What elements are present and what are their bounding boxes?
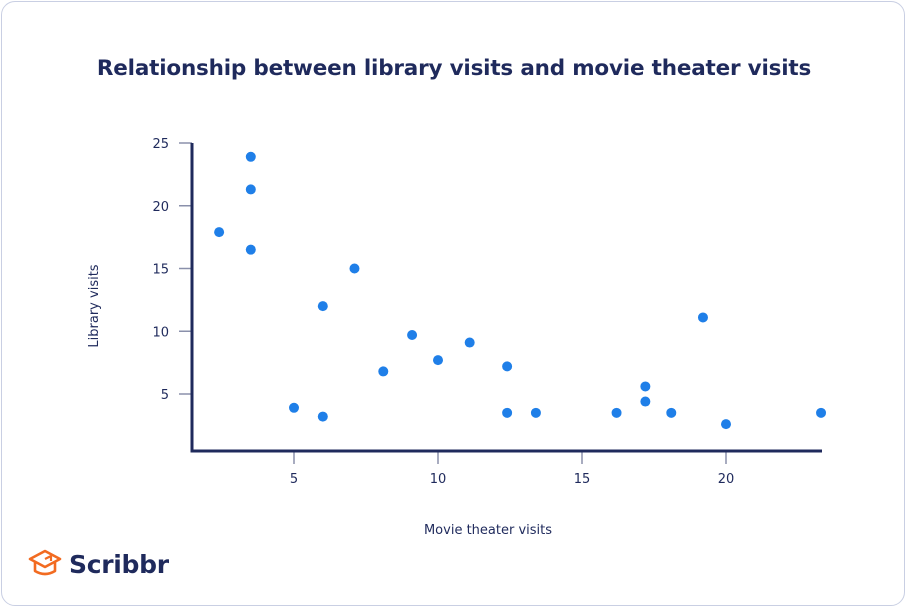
data-point [697,312,708,323]
axes-lines [190,143,822,453]
data-point [245,244,256,255]
data-point [245,184,256,195]
data-point [530,407,541,418]
y-tick-label: 10 [152,325,169,340]
data-point [502,361,513,372]
data-point [349,263,360,274]
data-point [464,337,475,348]
x-axis-label: Movie theater visits [424,523,552,538]
y-axis-label: Library visits [87,264,102,347]
data-point [317,301,328,312]
data-point [245,151,256,162]
data-point [640,396,651,407]
data-point [721,419,731,430]
y-tick-label: 5 [161,388,169,403]
x-tick-label: 20 [718,472,735,487]
data-point [816,407,827,418]
data-point [611,407,622,418]
data-point [317,411,328,422]
y-tick-label: 25 [152,137,169,152]
y-tick-label: 15 [152,263,169,278]
axis-ticks: 5 10 15 20 25 5 10 15 20 [152,137,734,487]
x-tick-label: 10 [430,472,447,487]
y-tick-label: 20 [152,200,169,215]
data-point [640,381,651,392]
x-tick-label: 5 [290,472,298,487]
brand-name: Scribbr [69,549,169,579]
data-point [214,227,225,238]
data-point [407,330,418,341]
data-point [502,407,513,418]
scribbr-logo: Scribbr [27,548,169,580]
graduation-cap-icon [28,549,62,576]
x-tick-label: 15 [574,472,591,487]
data-point [378,366,389,377]
data-point [289,402,299,413]
data-point [433,355,443,366]
chart-title: Relationship between library visits and … [96,56,812,81]
data-points [214,151,827,430]
data-point [666,407,677,418]
